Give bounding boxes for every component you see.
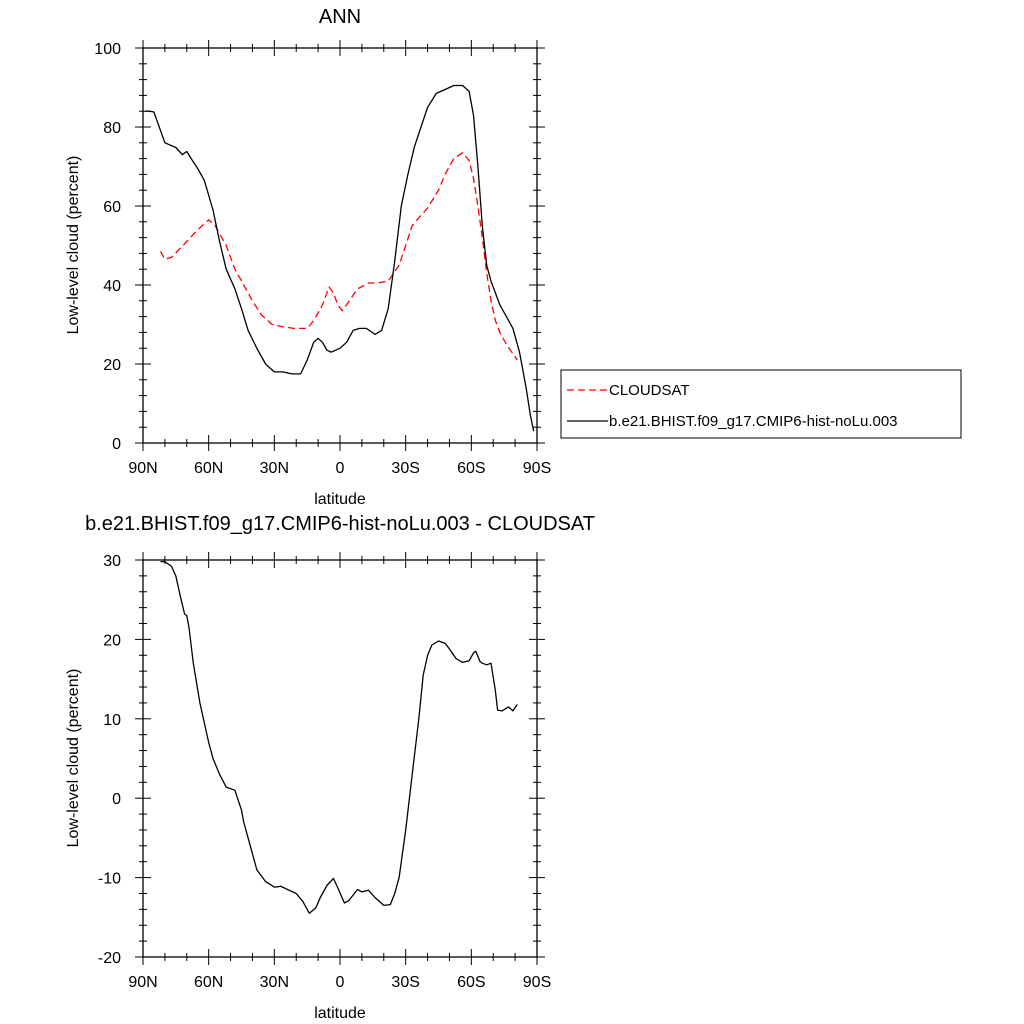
plot-series	[145, 84, 535, 432]
y-tick-label: 100	[94, 41, 121, 58]
series-line	[159, 152, 518, 361]
y-axis-label: Low-level cloud (percent)	[65, 156, 82, 335]
x-axis-label: latitude	[314, 491, 366, 508]
y-tick-label: -20	[98, 950, 121, 967]
x-tick-label: 90S	[523, 460, 551, 477]
y-tick-label: 40	[103, 278, 121, 295]
y-tick-label: 20	[103, 357, 121, 374]
plot-series	[160, 560, 518, 914]
y-tick-label: -10	[98, 871, 121, 888]
y-tick-label: 60	[103, 199, 121, 216]
x-tick-label: 0	[336, 974, 345, 991]
x-tick-label: 30S	[391, 460, 419, 477]
x-axis-label: latitude	[314, 1005, 366, 1022]
chart-title: ANN	[319, 6, 361, 28]
legend: CLOUDSAT b.e21.BHIST.f09_g17.CMIP6-hist-…	[560, 369, 962, 439]
x-tick-label: 60S	[457, 460, 485, 477]
x-tick-label: 60N	[194, 974, 223, 991]
y-tick-label: 10	[103, 712, 121, 729]
plot-frame	[142, 47, 538, 444]
x-tick-label: 30N	[260, 460, 289, 477]
difference-title: b.e21.BHIST.f09_g17.CMIP6-hist-noLu.003 …	[85, 513, 595, 535]
x-tick-label: 30N	[260, 974, 289, 991]
y-tick-label: 0	[112, 436, 121, 453]
bottom-panel: b.e21.BHIST.f09_g17.CMIP6-hist-noLu.003 …	[65, 513, 595, 1022]
x-tick-label: 60N	[194, 460, 223, 477]
legend-label-cloudsat: CLOUDSAT	[609, 382, 690, 399]
x-tick-label: 90N	[128, 460, 157, 477]
x-tick-label: 90N	[128, 974, 157, 991]
y-axis-label: Low-level cloud (percent)	[65, 669, 82, 848]
x-tick-label: 30S	[391, 974, 419, 991]
y-tick-label: 30	[103, 553, 121, 570]
axis-ticks: 90N 60N 30N 0 30S 60S 90S 0 20 40 60 80 100	[94, 40, 551, 477]
top-panel: ANN latitude Low-level cloud (percent) 9…	[65, 6, 962, 508]
axis-ticks: 90N 60N 30N 0 30S 60S 90S -20 -10 0 10 20 30	[98, 552, 551, 991]
legend-label-model: b.e21.BHIST.f09_g17.CMIP6-hist-noLu.003	[609, 413, 898, 430]
plot-frame	[142, 559, 538, 958]
y-tick-label: 0	[112, 791, 121, 808]
y-tick-label: 20	[103, 632, 121, 649]
x-tick-label: 0	[336, 460, 345, 477]
legend-box	[560, 369, 962, 439]
x-tick-label: 90S	[523, 974, 551, 991]
series-line	[160, 560, 518, 914]
x-tick-label: 60S	[457, 974, 485, 991]
y-tick-label: 80	[103, 120, 121, 137]
series-line	[145, 84, 535, 432]
